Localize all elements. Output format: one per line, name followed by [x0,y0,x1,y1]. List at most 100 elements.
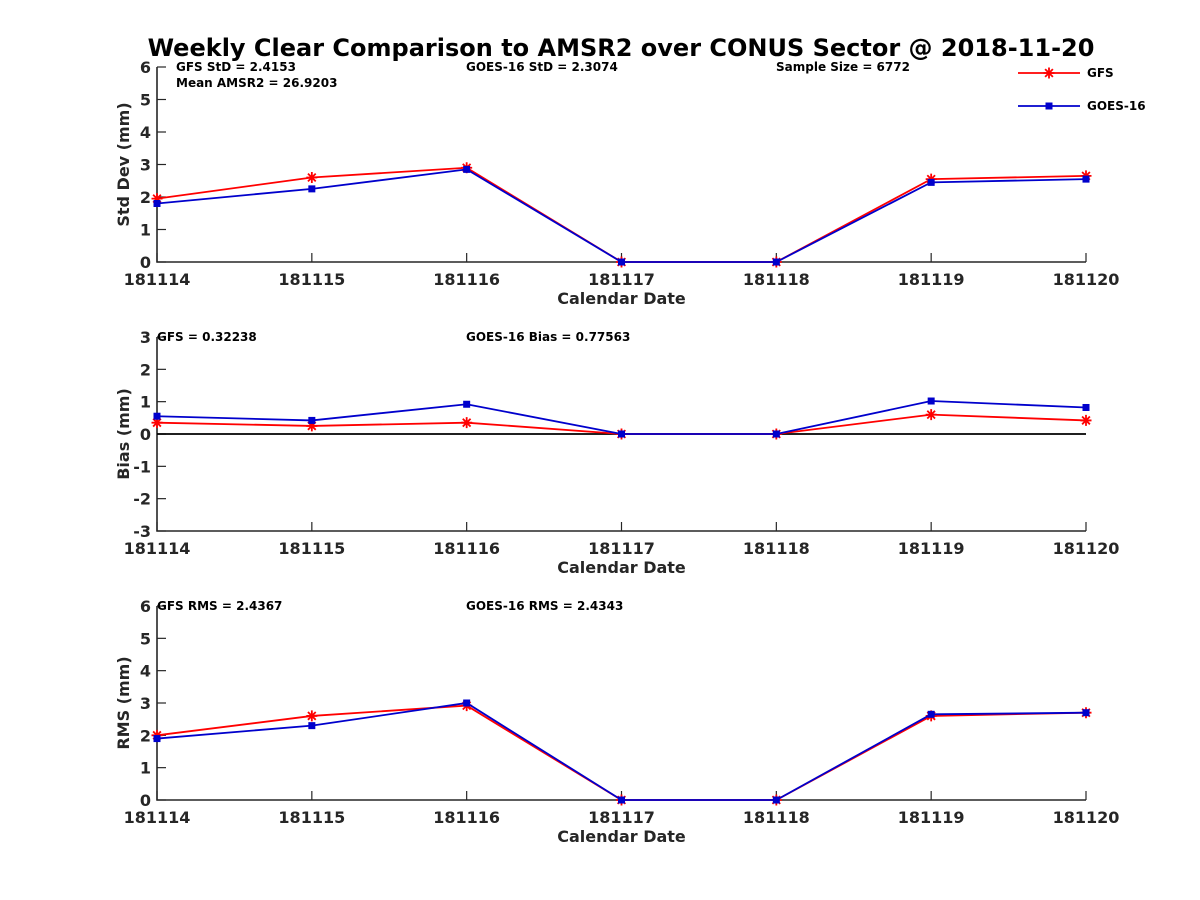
x-tick-label: 181119 [898,270,965,289]
y-tick-label: 0 [140,425,151,444]
y-tick-label: -3 [133,522,151,541]
data-point-goes-16 [308,722,316,730]
data-point-goes-16 [308,185,316,193]
series-goes-16 [153,165,1090,266]
x-tick-label: 181117 [588,808,655,827]
x-tick-label: 181114 [124,539,191,558]
x-tick-label: 181115 [278,808,345,827]
data-point-gfs [461,417,473,429]
data-point-goes-16 [1082,403,1090,411]
x-tick-label: 181120 [1053,270,1120,289]
x-tick-label: 181114 [124,808,191,827]
x-tick-label: 181116 [433,539,500,558]
x-tick-label: 181116 [433,270,500,289]
panel-2: -3 -2 -1 0 1 2 3 181114 181115 181116 181117 181118… [114,328,1119,577]
x-tick-label: 181118 [743,539,810,558]
data-point-goes-16 [463,400,471,408]
data-point-gfs [151,193,163,205]
series-line-gfs [156,704,1087,801]
x-tick-label: 181115 [278,539,345,558]
series-line-goes-16 [156,168,1087,263]
y-tick-label: 2 [140,360,151,379]
data-point-goes-16 [927,397,935,405]
y-tick-label: 1 [140,759,151,778]
x-tick-label: 181118 [743,808,810,827]
data-point-gfs [925,409,937,421]
y-tick-label: 0 [140,253,151,272]
data-point-goes-16 [153,200,161,207]
x-axis-label: Calendar Date [557,558,686,577]
legend: GFS GOES-16 [1018,66,1146,113]
legend-marker [1043,67,1055,79]
data-point-goes-16 [153,412,161,420]
y-tick-label: 2 [140,726,151,745]
annotation-gfs-bias: GFS = 0.32238 [157,330,257,344]
data-point-goes-16 [153,735,161,743]
data-point-goes-16 [618,796,625,804]
series-goes-16 [153,699,1090,804]
panels: 0 1 2 3 4 5 6 181114 181115 181116 181117 181118 181… [114,58,1119,846]
y-tick-label: 0 [140,791,151,810]
annotation-goes-rms: GOES-16 RMS = 2.4343 [466,599,623,613]
y-tick-label: -2 [133,490,151,509]
axis-lines [156,67,1086,263]
x-axis-label: Calendar Date [557,827,686,846]
chart-title: Weekly Clear Comparison to AMSR2 over CO… [148,34,1095,62]
data-point-goes-16 [1082,175,1090,183]
annotation-goes-std: GOES-16 StD = 2.3074 [466,60,618,74]
y-tick-label: -1 [133,457,151,476]
x-tick-label: 181119 [898,539,965,558]
data-point-gfs [306,420,318,432]
data-point-goes-16 [308,416,316,424]
y-tick-label: 4 [140,123,151,142]
data-point-goes-16 [618,430,625,438]
panel-3: 0 1 2 3 4 5 6 181114 181115 181116 181117 181118 181… [114,597,1119,846]
x-tick-label: 181120 [1053,539,1120,558]
panel-1: 0 1 2 3 4 5 6 181114 181115 181116 181117 181118 181… [114,58,1119,308]
data-point-goes-16 [927,710,935,718]
legend-label: GOES-16 [1087,99,1146,113]
y-tick-label: 3 [140,156,151,175]
annotation-mean-amsr2: Mean AMSR2 = 26.9203 [176,76,337,90]
data-point-goes-16 [618,258,625,266]
y-tick-label: 6 [140,597,151,616]
x-axis-label: Calendar Date [557,289,686,308]
legend-entry-gfs: GFS [1018,66,1114,80]
y-tick-label: 5 [140,629,151,648]
data-point-goes-16 [463,699,471,707]
data-point-goes-16 [772,796,780,804]
y-axis-label: Bias (mm) [114,388,133,480]
x-tick-label: 181114 [124,270,191,289]
y-axis-label: RMS (mm) [114,656,133,749]
data-point-gfs [1080,414,1092,426]
annotation-goes-bias: GOES-16 Bias = 0.77563 [466,330,630,344]
y-tick-label: 6 [140,58,151,77]
y-tick-label: 5 [140,91,151,110]
x-tick-label: 181117 [588,539,655,558]
data-point-gfs [151,417,163,429]
series-gfs [151,700,1092,806]
data-point-goes-16 [463,165,471,173]
data-point-gfs [306,710,318,722]
x-tick-label: 181118 [743,270,810,289]
y-tick-label: 3 [140,694,151,713]
x-tick-label: 181119 [898,808,965,827]
y-tick-label: 4 [140,662,151,681]
legend-entry-goes-16: GOES-16 [1018,99,1146,113]
x-tick-label: 181120 [1053,808,1120,827]
y-tick-label: 2 [140,188,151,207]
annotation-gfs-rms: GFS RMS = 2.4367 [157,599,282,613]
annotation-gfs-std: GFS StD = 2.4153 [176,60,296,74]
x-tick-label: 181115 [278,270,345,289]
data-point-goes-16 [772,430,780,438]
data-point-gfs [306,172,318,183]
y-tick-label: 3 [140,328,151,347]
legend-marker [1045,102,1053,110]
data-point-goes-16 [1082,709,1090,717]
series-goes-16 [153,397,1090,438]
data-point-goes-16 [927,178,935,186]
data-point-goes-16 [772,258,780,266]
annotation-sample-size: Sample Size = 6772 [776,60,910,74]
legend-label: GFS [1087,66,1114,80]
